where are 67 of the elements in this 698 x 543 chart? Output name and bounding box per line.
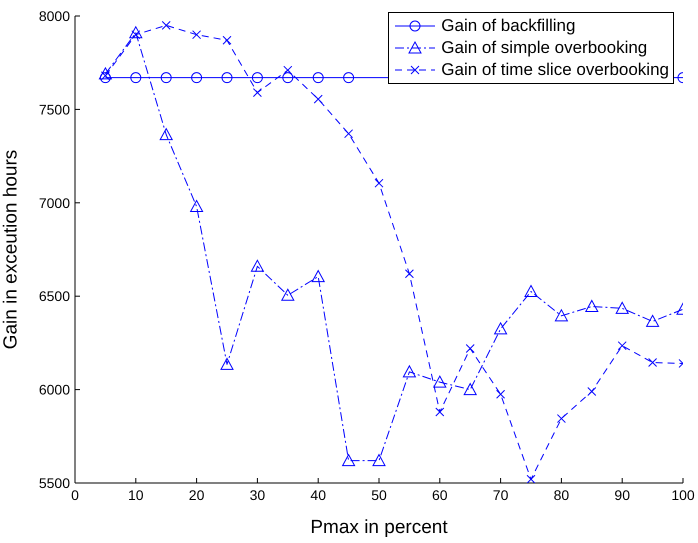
point (222, 36, 232, 45)
point (252, 88, 262, 98)
x-axis-title: Pmax in percent (310, 517, 448, 538)
x-tick-label: 60 (432, 486, 448, 503)
point (648, 358, 658, 368)
point (464, 383, 477, 396)
point (190, 200, 204, 212)
point (191, 72, 202, 84)
legend-label: Gain of backfilling (441, 16, 576, 36)
x-tick-label: 90 (614, 486, 630, 503)
point (372, 454, 386, 466)
point (343, 72, 354, 84)
point (98, 67, 112, 80)
point (160, 72, 172, 84)
point (162, 20, 171, 30)
point (129, 26, 142, 38)
point (496, 390, 506, 399)
point (526, 474, 536, 483)
point (433, 376, 446, 388)
x-tick-label: 30 (250, 486, 266, 503)
point (282, 72, 294, 84)
point (466, 344, 475, 354)
x-tick-label: 40 (310, 486, 326, 503)
legend-label: Gain of time slice overbooking (441, 60, 669, 80)
point (281, 288, 294, 301)
point (374, 178, 384, 188)
point (222, 72, 232, 84)
y-tick-label: 7500 (38, 101, 70, 118)
x-tick-label: 0 (71, 486, 80, 503)
point (252, 72, 263, 84)
point (344, 129, 354, 138)
point (435, 408, 444, 417)
y-tick-label: 8000 (38, 8, 70, 24)
point (494, 322, 508, 334)
point (314, 94, 323, 104)
point (100, 72, 111, 84)
point (250, 260, 264, 272)
point (554, 309, 568, 322)
y-tick-label: 5500 (38, 474, 70, 491)
point (312, 72, 324, 84)
point (585, 300, 598, 312)
point (342, 454, 356, 466)
y-tick-label: 7000 (38, 194, 70, 211)
x-tick-label: 70 (492, 486, 509, 503)
point (160, 128, 173, 140)
point (283, 66, 292, 75)
point (524, 285, 538, 298)
x-tick-label: 100 (671, 486, 695, 503)
point (618, 341, 627, 350)
y-axis-title: Gain in exceution hours (0, 150, 22, 350)
legend-label: Gain of simple overbooking (441, 38, 648, 58)
point (404, 269, 414, 278)
y-tick-label: 6500 (38, 288, 70, 304)
y-tick-label: 6000 (38, 382, 70, 398)
point (220, 358, 234, 370)
point (556, 414, 566, 424)
x-tick-label: 50 (371, 486, 387, 503)
x-tick-label: 80 (554, 486, 570, 503)
point (192, 30, 202, 40)
x-tick-label: 10 (128, 486, 144, 503)
point (587, 386, 596, 396)
point (312, 270, 325, 282)
x-tick-label: 20 (188, 486, 205, 503)
point (646, 314, 660, 327)
point (130, 72, 142, 84)
point (616, 302, 629, 314)
point (402, 365, 416, 378)
